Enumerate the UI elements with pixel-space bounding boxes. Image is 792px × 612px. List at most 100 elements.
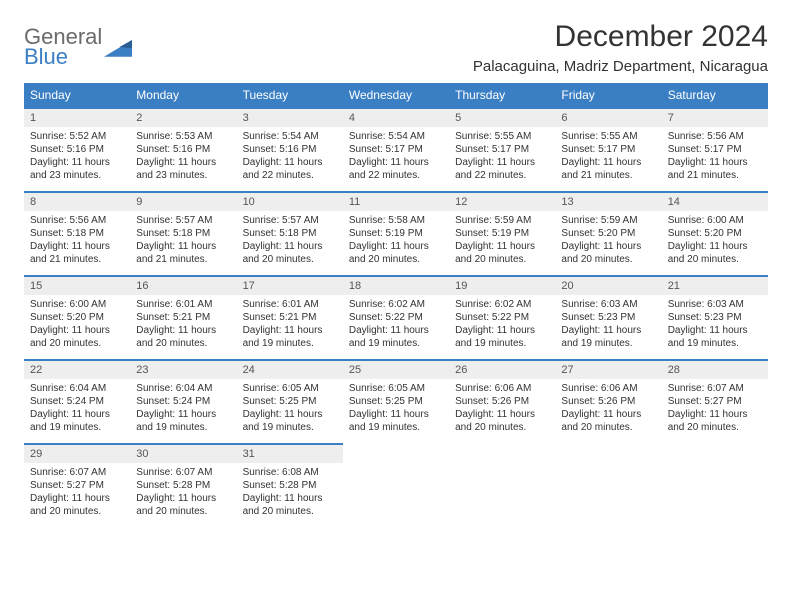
day-details: Sunrise: 6:07 AMSunset: 5:28 PMDaylight:… [130,463,236,522]
day-details: Sunrise: 6:05 AMSunset: 5:25 PMDaylight:… [237,379,343,438]
day-details: Sunrise: 5:55 AMSunset: 5:17 PMDaylight:… [449,127,555,186]
calendar-week-row: 1Sunrise: 5:52 AMSunset: 5:16 PMDaylight… [24,107,768,191]
day-details: Sunrise: 6:07 AMSunset: 5:27 PMDaylight:… [24,463,130,522]
calendar-day-cell: 12Sunrise: 5:59 AMSunset: 5:19 PMDayligh… [449,191,555,275]
calendar-day-cell [662,443,768,527]
title-block: December 2024 Palacaguina, Madriz Depart… [473,20,768,75]
day-details: Sunrise: 6:01 AMSunset: 5:21 PMDaylight:… [237,295,343,354]
weekday-header: Tuesday [237,83,343,107]
calendar-week-row: 8Sunrise: 5:56 AMSunset: 5:18 PMDaylight… [24,191,768,275]
calendar-day-cell: 30Sunrise: 6:07 AMSunset: 5:28 PMDayligh… [130,443,236,527]
sunset-text: Sunset: 5:23 PM [668,311,762,324]
calendar-day-cell [343,443,449,527]
weekday-header: Saturday [662,83,768,107]
day-details: Sunrise: 6:06 AMSunset: 5:26 PMDaylight:… [449,379,555,438]
calendar-week-row: 29Sunrise: 6:07 AMSunset: 5:27 PMDayligh… [24,443,768,527]
daylight-text: Daylight: 11 hours and 22 minutes. [455,156,549,182]
day-details: Sunrise: 6:02 AMSunset: 5:22 PMDaylight:… [449,295,555,354]
sunrise-text: Sunrise: 5:52 AM [30,130,124,143]
calendar-day-cell: 8Sunrise: 5:56 AMSunset: 5:18 PMDaylight… [24,191,130,275]
sunrise-text: Sunrise: 6:02 AM [349,298,443,311]
daylight-text: Daylight: 11 hours and 21 minutes. [30,240,124,266]
day-details: Sunrise: 5:57 AMSunset: 5:18 PMDaylight:… [130,211,236,270]
daylight-text: Daylight: 11 hours and 23 minutes. [136,156,230,182]
day-details: Sunrise: 5:59 AMSunset: 5:19 PMDaylight:… [449,211,555,270]
day-number: 21 [662,275,768,295]
day-number: 11 [343,191,449,211]
day-number: 2 [130,107,236,127]
calendar-week-row: 22Sunrise: 6:04 AMSunset: 5:24 PMDayligh… [24,359,768,443]
sunrise-text: Sunrise: 6:00 AM [30,298,124,311]
sunset-text: Sunset: 5:18 PM [243,227,337,240]
day-details: Sunrise: 5:56 AMSunset: 5:17 PMDaylight:… [662,127,768,186]
calendar-body: 1Sunrise: 5:52 AMSunset: 5:16 PMDaylight… [24,107,768,527]
daylight-text: Daylight: 11 hours and 19 minutes. [455,324,549,350]
day-details: Sunrise: 6:06 AMSunset: 5:26 PMDaylight:… [555,379,661,438]
day-number: 23 [130,359,236,379]
sunrise-text: Sunrise: 6:06 AM [455,382,549,395]
calendar-day-cell: 19Sunrise: 6:02 AMSunset: 5:22 PMDayligh… [449,275,555,359]
day-number: 1 [24,107,130,127]
day-number: 12 [449,191,555,211]
calendar-day-cell [555,443,661,527]
daylight-text: Daylight: 11 hours and 19 minutes. [561,324,655,350]
sunset-text: Sunset: 5:20 PM [561,227,655,240]
logo-triangle-icon [104,37,132,57]
day-number: 8 [24,191,130,211]
calendar-day-cell: 7Sunrise: 5:56 AMSunset: 5:17 PMDaylight… [662,107,768,191]
day-details: Sunrise: 5:53 AMSunset: 5:16 PMDaylight:… [130,127,236,186]
calendar-day-cell: 14Sunrise: 6:00 AMSunset: 5:20 PMDayligh… [662,191,768,275]
day-number: 26 [449,359,555,379]
calendar-day-cell: 1Sunrise: 5:52 AMSunset: 5:16 PMDaylight… [24,107,130,191]
sunset-text: Sunset: 5:23 PM [561,311,655,324]
day-number: 5 [449,107,555,127]
weekday-header: Sunday [24,83,130,107]
daylight-text: Daylight: 11 hours and 20 minutes. [243,240,337,266]
day-details: Sunrise: 5:57 AMSunset: 5:18 PMDaylight:… [237,211,343,270]
calendar-day-cell: 16Sunrise: 6:01 AMSunset: 5:21 PMDayligh… [130,275,236,359]
sunset-text: Sunset: 5:26 PM [455,395,549,408]
sunrise-text: Sunrise: 6:03 AM [668,298,762,311]
logo: General Blue [24,20,132,68]
sunrise-text: Sunrise: 6:05 AM [349,382,443,395]
calendar-day-cell [449,443,555,527]
sunset-text: Sunset: 5:21 PM [243,311,337,324]
daylight-text: Daylight: 11 hours and 19 minutes. [668,324,762,350]
day-number: 19 [449,275,555,295]
sunset-text: Sunset: 5:25 PM [349,395,443,408]
weekday-header: Friday [555,83,661,107]
sunrise-text: Sunrise: 5:58 AM [349,214,443,227]
calendar-day-cell: 22Sunrise: 6:04 AMSunset: 5:24 PMDayligh… [24,359,130,443]
day-details: Sunrise: 5:58 AMSunset: 5:19 PMDaylight:… [343,211,449,270]
calendar-day-cell: 25Sunrise: 6:05 AMSunset: 5:25 PMDayligh… [343,359,449,443]
day-number: 27 [555,359,661,379]
day-details: Sunrise: 5:54 AMSunset: 5:16 PMDaylight:… [237,127,343,186]
sunset-text: Sunset: 5:27 PM [30,479,124,492]
header: General Blue December 2024 Palacaguina, … [24,20,768,75]
calendar-day-cell: 13Sunrise: 5:59 AMSunset: 5:20 PMDayligh… [555,191,661,275]
day-number: 31 [237,443,343,463]
calendar-day-cell: 15Sunrise: 6:00 AMSunset: 5:20 PMDayligh… [24,275,130,359]
sunrise-text: Sunrise: 6:00 AM [668,214,762,227]
calendar-day-cell: 31Sunrise: 6:08 AMSunset: 5:28 PMDayligh… [237,443,343,527]
day-number: 7 [662,107,768,127]
day-number: 17 [237,275,343,295]
day-details: Sunrise: 5:56 AMSunset: 5:18 PMDaylight:… [24,211,130,270]
sunset-text: Sunset: 5:22 PM [455,311,549,324]
sunset-text: Sunset: 5:20 PM [668,227,762,240]
sunset-text: Sunset: 5:18 PM [30,227,124,240]
sunrise-text: Sunrise: 6:03 AM [561,298,655,311]
daylight-text: Daylight: 11 hours and 20 minutes. [668,408,762,434]
daylight-text: Daylight: 11 hours and 19 minutes. [136,408,230,434]
calendar-day-cell: 18Sunrise: 6:02 AMSunset: 5:22 PMDayligh… [343,275,449,359]
calendar-day-cell: 23Sunrise: 6:04 AMSunset: 5:24 PMDayligh… [130,359,236,443]
day-number: 14 [662,191,768,211]
sunrise-text: Sunrise: 6:02 AM [455,298,549,311]
calendar-head: SundayMondayTuesdayWednesdayThursdayFrid… [24,83,768,107]
calendar-day-cell: 20Sunrise: 6:03 AMSunset: 5:23 PMDayligh… [555,275,661,359]
sunset-text: Sunset: 5:17 PM [349,143,443,156]
daylight-text: Daylight: 11 hours and 20 minutes. [561,240,655,266]
sunrise-text: Sunrise: 6:01 AM [243,298,337,311]
daylight-text: Daylight: 11 hours and 20 minutes. [136,492,230,518]
daylight-text: Daylight: 11 hours and 23 minutes. [30,156,124,182]
